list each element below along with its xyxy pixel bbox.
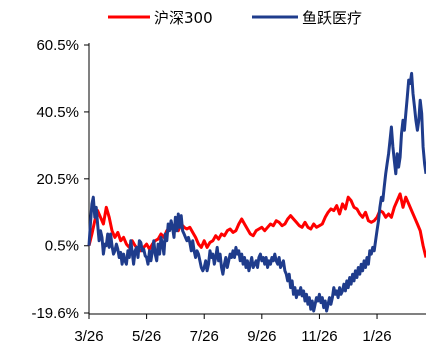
x-tick-label: 9/26 — [247, 328, 276, 345]
series-line-hs300 — [87, 192, 426, 258]
y-tick-label: -19.6% — [31, 305, 79, 322]
legend-label-hs300: 沪深300 — [154, 9, 213, 27]
x-tick-label: 11/26 — [301, 328, 337, 345]
series-line-yuyue — [87, 71, 426, 313]
series-layer — [87, 71, 426, 313]
y-axis-ticks: 60.5% 40.5% 20.5% 0.5% -19.6% — [31, 37, 89, 322]
legend-label-yuyue: 鱼跃医疗 — [302, 9, 362, 27]
legend: 沪深300 鱼跃医疗 — [108, 9, 362, 27]
x-tick-label: 7/26 — [190, 328, 219, 345]
y-tick-label: 0.5% — [45, 238, 79, 255]
y-tick-label: 40.5% — [36, 104, 79, 121]
x-tick-label: 5/26 — [132, 328, 161, 345]
y-tick-label: 60.5% — [36, 37, 79, 54]
x-tick-label: 3/26 — [74, 328, 103, 345]
x-axis-ticks: 3/26 5/26 7/26 9/26 11/26 1/26 — [74, 314, 392, 345]
x-tick-label: 1/26 — [362, 328, 391, 345]
y-tick-label: 20.5% — [36, 171, 79, 188]
